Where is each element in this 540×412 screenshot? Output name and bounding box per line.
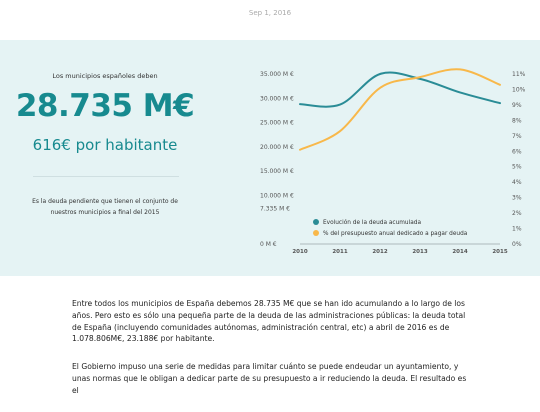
- y-left-tick-label: 35.000 M €: [260, 71, 294, 78]
- x-tick-label: 2010: [292, 249, 307, 255]
- y-right-tick-label: 11%: [512, 71, 526, 78]
- y-right-tick-label: 4%: [512, 179, 522, 186]
- y-left-tick-label: 20.000 M €: [260, 144, 294, 151]
- y-right-tick-label: 3%: [512, 195, 522, 202]
- stat-per-capita: 616€ por habitante: [32, 136, 178, 154]
- y-left-tick-label: 25.000 M €: [260, 120, 294, 127]
- series-line-1: [299, 71, 501, 108]
- x-tick-label: 2013: [412, 249, 427, 255]
- y-right-tick-label: 10%: [512, 86, 526, 93]
- y-right-tick-label: 0%: [512, 241, 522, 248]
- y-right-tick-label: 6%: [512, 148, 522, 155]
- article-paragraph-2: El Gobierno impuso una serie de medidas …: [72, 362, 467, 395]
- infographic-panel: [0, 40, 540, 276]
- y-right-tick-label: 7%: [512, 133, 522, 140]
- x-tick-label: 2014: [452, 249, 467, 255]
- x-tick-label: 2011: [332, 249, 347, 255]
- legend-marker-2: [313, 230, 319, 236]
- y-left-tick-label: 7.335 M €: [260, 205, 290, 212]
- stat-kicker: Los municipios españoles deben: [52, 72, 158, 80]
- legend-label-1: Evolución de la deuda acumulada: [323, 219, 421, 226]
- stat-divider: [33, 176, 179, 177]
- debt-chart: 0 M € 7.335 M € 10.000 M € 15.000 M € 20.000…: [260, 68, 526, 255]
- y-left-tick-label: 15.000 M €: [260, 168, 294, 175]
- y-right-tick-label: 1%: [512, 226, 522, 233]
- publish-date: Sep 1, 2016: [248, 9, 292, 17]
- x-tick-label: 2012: [372, 249, 387, 255]
- y-left-tick-label: 10.000 M €: [260, 192, 294, 199]
- article-paragraph-1: Entre todos los municipios de España deb…: [72, 299, 466, 344]
- y-right-tick-label: 2%: [512, 210, 522, 217]
- legend-label-2: % del presupuesto anual dedicado a pagar…: [323, 231, 468, 237]
- y-right-tick-label: 5%: [512, 164, 522, 171]
- y-right-tick-label: 8%: [512, 117, 522, 124]
- stat-total-debt: 28.735 M€: [15, 88, 195, 124]
- y-left-tick-label: 30.000 M €: [260, 95, 294, 102]
- x-tick-label: 2015: [492, 249, 507, 255]
- stat-note: Es la deuda pendiente que tienen el conj…: [32, 198, 178, 216]
- series-line-2: [299, 68, 501, 151]
- legend-marker-1: [313, 219, 319, 225]
- y-right-tick-label: 9%: [512, 102, 522, 109]
- y-left-tick-label: 0 M €: [260, 241, 277, 248]
